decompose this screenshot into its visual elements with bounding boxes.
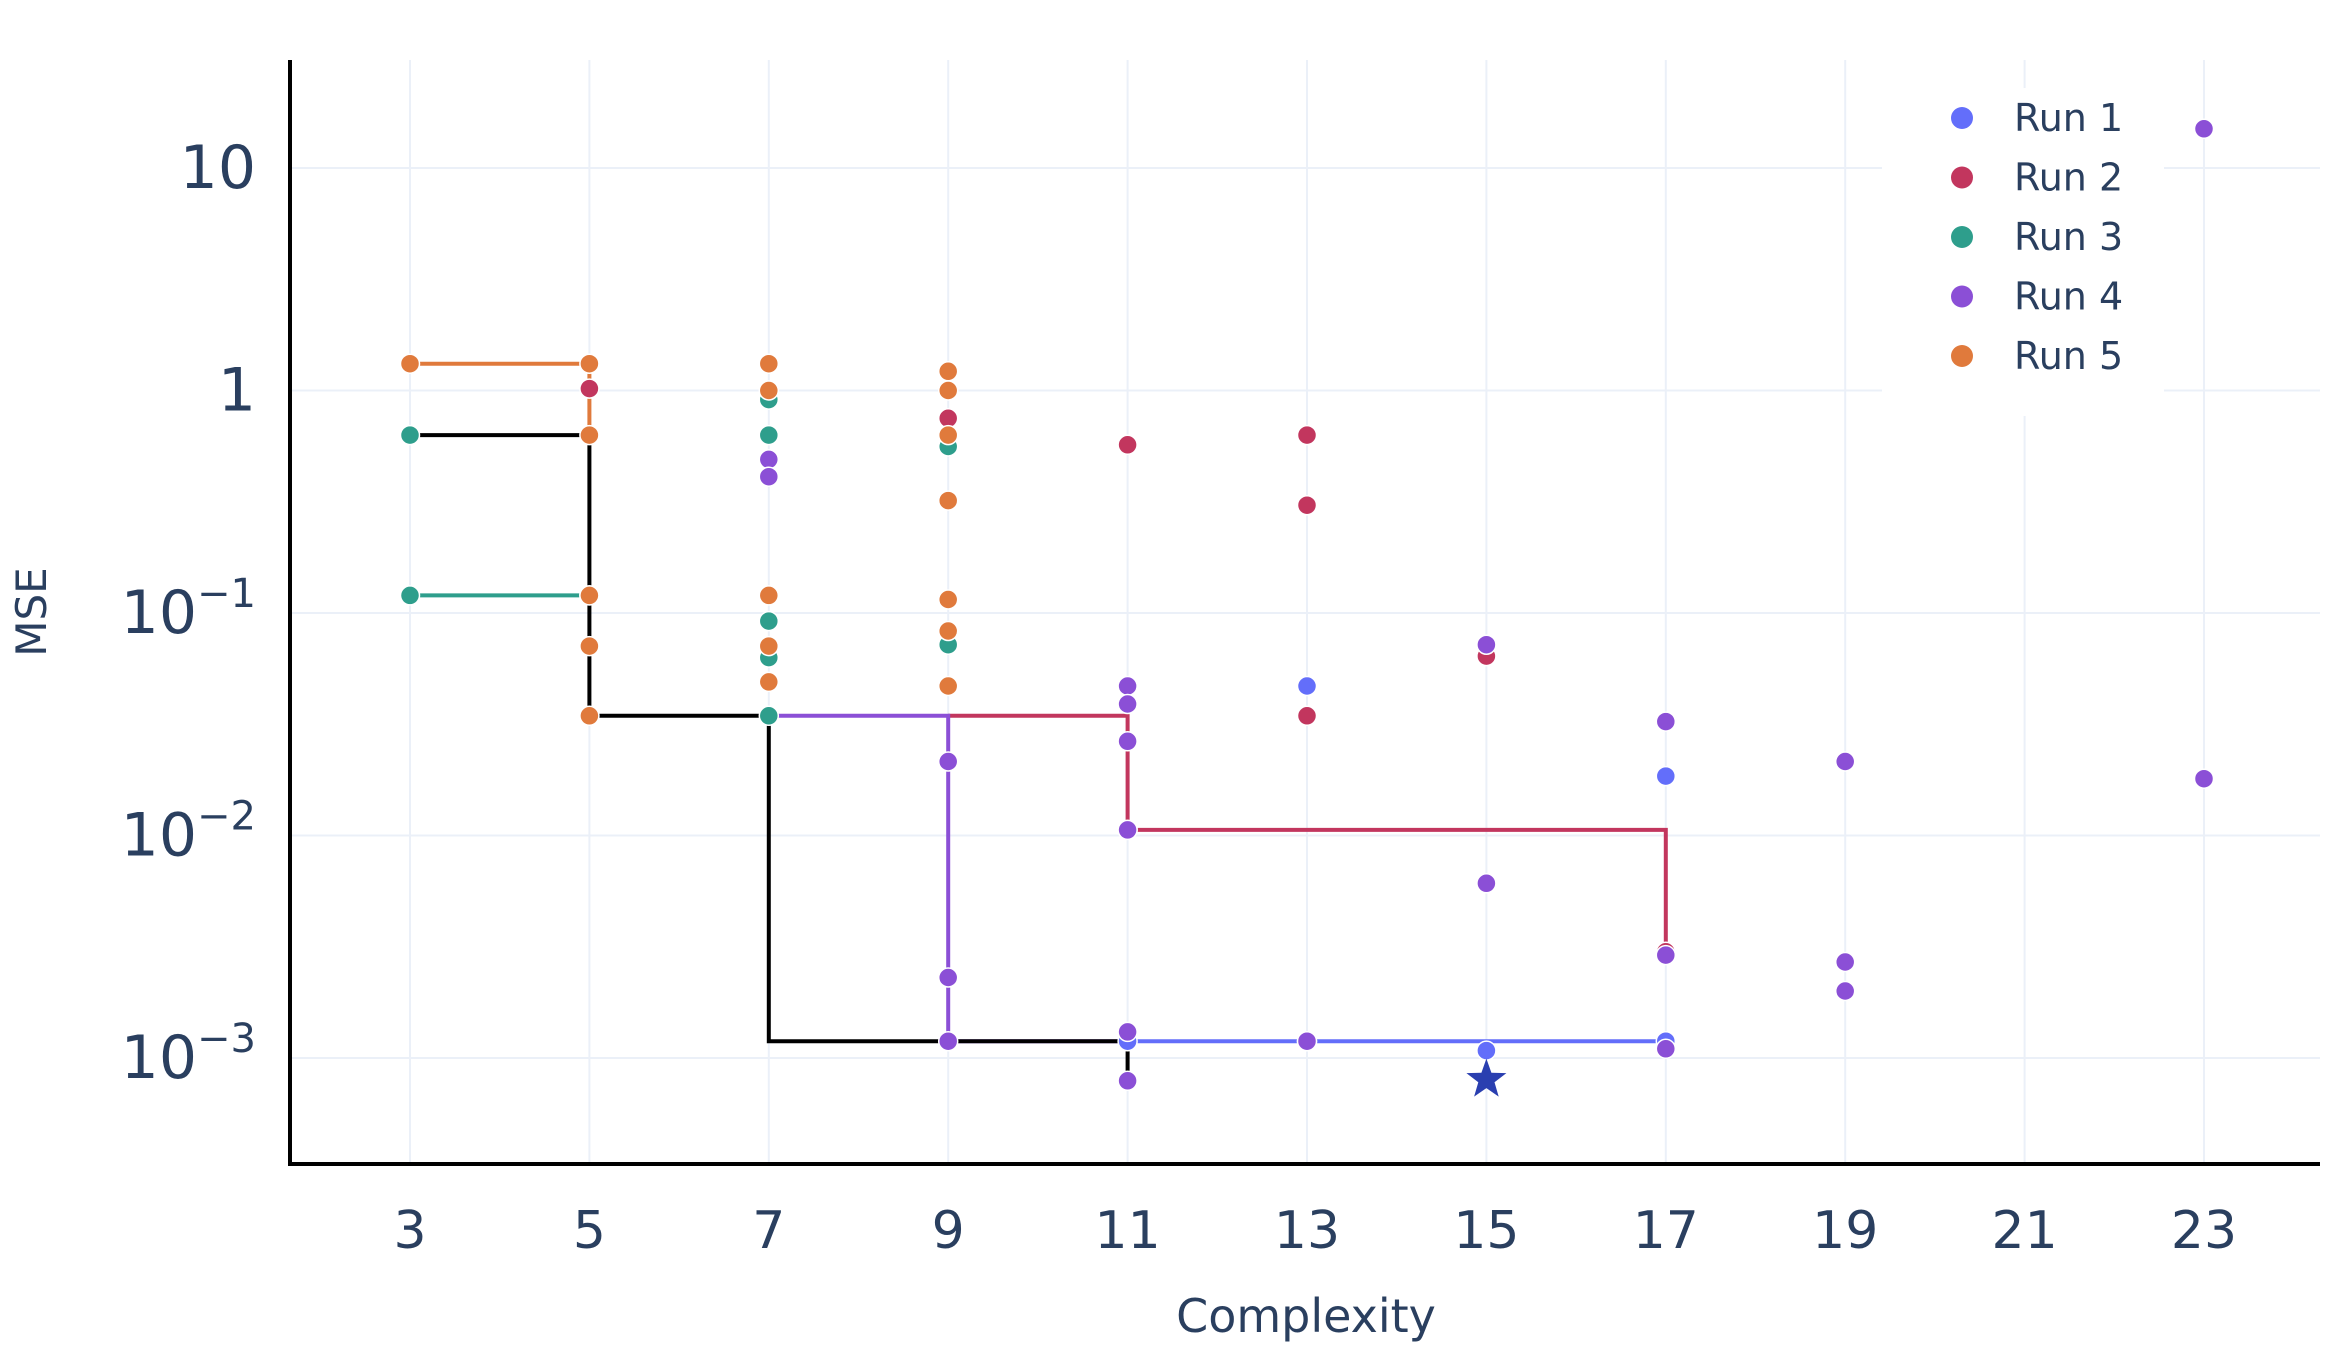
data-point-run-4	[1117, 1021, 1138, 1043]
y-axis-title: MSE	[7, 567, 56, 656]
data-point-run-4	[2193, 118, 2215, 140]
legend-label: Run 2	[2014, 156, 2123, 200]
data-point-run-5	[937, 675, 959, 697]
data-point-run-4	[758, 466, 780, 487]
data-point-run-5	[579, 353, 600, 374]
legend-marker-run-5	[1951, 345, 1973, 367]
data-point-run-5	[399, 353, 421, 374]
data-point-run-2	[1117, 434, 1138, 456]
data-point-run-4	[1296, 1030, 1318, 1052]
data-point-run-5	[579, 585, 600, 606]
y-tick-label: 10−1	[121, 571, 256, 648]
grid	[292, 60, 2320, 1162]
y-tick-label: 1	[218, 356, 256, 426]
data-point-run-1	[1476, 1040, 1497, 1061]
data-point-run-4	[937, 751, 959, 772]
data-point-run-2	[1296, 424, 1318, 446]
data-point-run-4	[1476, 873, 1497, 894]
data-point-run-5	[937, 589, 959, 610]
pareto-front-lines	[410, 361, 1668, 1081]
data-point-run-5	[937, 490, 959, 511]
data-point-run-4	[1834, 980, 1856, 1002]
data-point-run-2	[579, 378, 600, 399]
data-point-run-1	[1296, 675, 1318, 697]
data-point-run-4	[1655, 1038, 1677, 1060]
legend-marker-run-3	[1951, 226, 1973, 248]
front-line-run-5	[410, 361, 592, 436]
legend-label: Run 1	[2014, 96, 2123, 140]
legend-label: Run 3	[2014, 215, 2123, 259]
data-point-run-3	[758, 610, 780, 632]
x-tick-labels: 3 5 7 9 11 13 15 17 19 21 23	[393, 1201, 2237, 1261]
x-tick-label: 7	[752, 1201, 785, 1261]
axes	[288, 60, 2320, 1166]
data-point-run-5	[937, 380, 959, 401]
data-point-run-4	[937, 1030, 959, 1052]
legend-marker-run-1	[1951, 107, 1973, 129]
data-point-run-3	[758, 705, 780, 727]
data-point-run-5	[579, 705, 600, 727]
data-point-run-2	[1296, 494, 1318, 516]
y-tick-labels: 10−3 10−2 10−1 1 10	[121, 133, 256, 1093]
data-point-run-5	[758, 380, 780, 401]
x-axis-title: Complexity	[1176, 1289, 1436, 1343]
legend-marker-run-4	[1951, 285, 1973, 308]
data-point-run-5	[579, 424, 600, 446]
legend: Run 1 Run 2 Run 3 Run 4 Run 5	[1882, 88, 2164, 416]
x-tick-label: 3	[393, 1201, 426, 1261]
data-point-run-3	[758, 424, 780, 446]
legend-background	[1882, 88, 2164, 416]
y-tick-label: 10−3	[121, 1016, 256, 1093]
data-point-run-5	[758, 585, 780, 606]
data-point-run-4	[1117, 731, 1138, 752]
data-point-run-4	[1117, 1070, 1138, 1092]
y-tick-label: 10	[180, 133, 256, 203]
data-point-run-5	[758, 635, 780, 657]
data-point-run-4	[1655, 944, 1677, 966]
data-point-run-4	[1655, 711, 1677, 732]
data-point-run-3	[399, 585, 421, 606]
x-tick-label: 17	[1633, 1201, 1699, 1261]
x-tick-label: 13	[1274, 1201, 1340, 1261]
x-tick-label: 19	[1812, 1201, 1878, 1261]
data-point-run-5	[758, 353, 780, 374]
data-point-run-4	[937, 967, 959, 988]
data-point-run-5	[937, 424, 959, 446]
x-tick-label: 9	[932, 1201, 965, 1261]
data-point-run-5	[937, 620, 959, 642]
x-tick-label: 15	[1453, 1201, 1519, 1261]
x-tick-label: 23	[2171, 1201, 2237, 1261]
data-point-run-4	[2193, 768, 2215, 789]
data-point-run-5	[758, 671, 780, 693]
data-point-run-4	[1476, 634, 1497, 655]
data-point-run-5	[937, 361, 959, 382]
x-tick-label: 21	[1992, 1201, 2058, 1261]
data-point-run-3	[399, 424, 421, 446]
data-point-run-5	[579, 635, 600, 657]
data-point-run-1	[1655, 765, 1677, 787]
data-points	[399, 118, 2215, 1097]
data-point-run-2	[1296, 705, 1318, 727]
best-solution-star-marker	[1466, 1058, 1507, 1097]
legend-label: Run 5	[2014, 334, 2123, 378]
data-point-run-4	[758, 449, 780, 470]
data-point-run-4	[1834, 951, 1856, 973]
legend-label: Run 4	[2014, 275, 2123, 319]
data-point-run-4	[1834, 751, 1856, 772]
data-point-run-4	[1117, 819, 1138, 841]
legend-marker-run-2	[1951, 166, 1973, 189]
y-tick-label: 10−2	[121, 794, 256, 871]
data-point-run-4	[1117, 675, 1138, 697]
x-tick-label: 11	[1095, 1201, 1161, 1261]
data-point-run-4	[1117, 693, 1138, 715]
x-tick-label: 5	[573, 1201, 606, 1261]
